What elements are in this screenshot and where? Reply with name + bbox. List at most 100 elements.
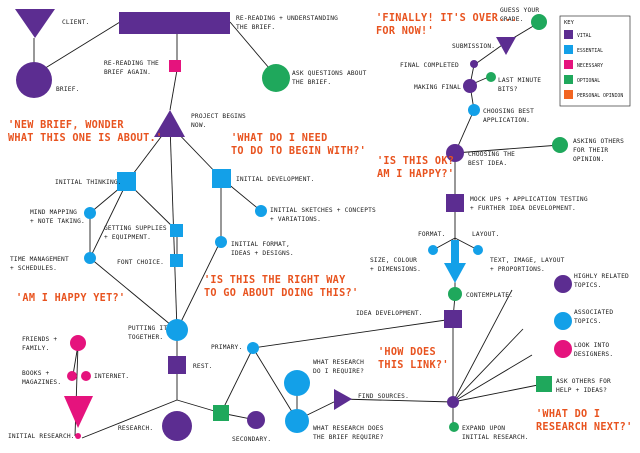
label-what-research-require-2: DO I REQUIRE? <box>313 368 364 375</box>
what-research-brief-node[interactable] <box>285 409 309 433</box>
idea-development-node[interactable] <box>444 310 462 328</box>
label-getting-supplies-2: + EQUIPMENT. <box>104 234 151 241</box>
labels: CLIENT. BRIEF. RE-READING + UNDERSTANDIN… <box>8 7 629 443</box>
initial-sketches-node[interactable] <box>255 205 267 217</box>
legend-swatch-essential <box>564 45 573 54</box>
quote-what-research-next-1: 'WHAT DO I <box>536 409 600 420</box>
final-completed-node[interactable] <box>470 60 478 68</box>
rereading-node[interactable] <box>119 12 230 34</box>
submission-node[interactable] <box>496 37 516 55</box>
initial-research-point <box>75 433 81 439</box>
label-initial-development: INITIAL DEVELOPMENT. <box>236 176 315 183</box>
mockups-node[interactable] <box>446 194 464 212</box>
size-colour-node[interactable] <box>428 245 438 255</box>
rest-node[interactable] <box>168 356 186 374</box>
label-initial-research: INITIAL RESEARCH. <box>8 433 75 440</box>
asking-others-node[interactable] <box>552 137 568 153</box>
rereading-again-node[interactable] <box>169 60 181 72</box>
text-image-layout-node[interactable] <box>473 245 483 255</box>
label-highly-related-2: TOPICS. <box>574 282 601 289</box>
secondary-node[interactable] <box>247 411 265 429</box>
project-begins-node[interactable] <box>154 110 185 137</box>
find-sources-node[interactable] <box>334 389 352 410</box>
friends-family-node[interactable] <box>70 335 86 351</box>
mind-mapping-node[interactable] <box>84 207 96 219</box>
quote-right-way-1: 'IS THIS THE RIGHT WAY <box>204 275 346 286</box>
label-contemplate: CONTEMPLATE. <box>466 292 513 299</box>
books-magazines-node[interactable] <box>67 371 77 381</box>
quote-new-brief-1: 'NEW BRIEF, WONDER <box>8 120 124 131</box>
contemplate-node[interactable] <box>448 287 462 301</box>
choosing-best-idea-node[interactable] <box>446 144 464 162</box>
brief-node[interactable] <box>16 62 52 98</box>
quote-am-i-happy-yet: 'AM I HAPPY YET?' <box>16 293 125 304</box>
label-initial-thinking: INITIAL THINKING. <box>55 179 122 186</box>
internet-node[interactable] <box>81 371 91 381</box>
label-idea-development: IDEA DEVELOPMENT. <box>356 310 423 317</box>
label-asking-others-2: FOR THEIR <box>573 147 608 154</box>
label-text-image-layout-1: TEXT, IMAGE, LAYOUT <box>490 257 565 264</box>
label-expand-research-1: EXPAND UPON <box>462 425 505 432</box>
label-highly-related-1: HIGHLY RELATED <box>574 273 629 280</box>
label-choosing-best-idea-1: CHOOSING THE <box>468 151 515 158</box>
client-node[interactable] <box>15 9 55 38</box>
label-mockups-2: + FURTHER IDEA DEVELOPMENT. <box>470 205 576 212</box>
getting-supplies-node[interactable] <box>170 224 183 237</box>
nodes <box>15 9 572 441</box>
research-link-node[interactable] <box>213 405 229 421</box>
label-initial-format-1: INITIAL FORMAT, <box>231 241 290 248</box>
label-research: RESEARCH. <box>118 425 153 432</box>
label-layout: LAYOUT. <box>472 231 499 238</box>
choosing-application-node[interactable] <box>468 104 480 116</box>
legend-swatch-vital <box>564 30 573 39</box>
font-choice-node[interactable] <box>170 254 183 267</box>
ask-help-node[interactable] <box>536 376 552 392</box>
legend-label-essential: ESSENTIAL <box>577 48 603 54</box>
quote-is-this-ok-2: AM I HAPPY?' <box>377 169 454 180</box>
label-books-magazines-2: MAGAZINES. <box>22 379 61 386</box>
highly-related-node[interactable] <box>554 275 572 293</box>
label-asking-others-3: OPINION. <box>573 156 604 163</box>
quotes: 'NEW BRIEF, WONDER WHAT THIS ONE IS ABOU… <box>8 13 632 433</box>
legend-label-vital: VITAL <box>577 33 592 39</box>
label-initial-sketches-1: INITIAL SKETCHES + CONCEPTS <box>270 207 376 214</box>
label-mockups-1: MOCK UPS + APPLICATION TESTING <box>470 196 588 203</box>
label-internet: INTERNET. <box>94 373 129 380</box>
primary-node[interactable] <box>247 342 259 354</box>
initial-research-node[interactable] <box>64 396 93 428</box>
label-submission: SUBMISSION. <box>452 43 495 50</box>
quote-new-brief-2: WHAT THIS ONE IS ABOUT.' <box>8 133 162 144</box>
label-primary: PRIMARY. <box>211 344 242 351</box>
label-guess-grade-2: GRADE. <box>500 16 524 23</box>
label-rereading-again-2: BRIEF AGAIN. <box>104 69 151 76</box>
label-what-research-brief-1: WHAT RESEARCH DOES <box>313 425 384 432</box>
initial-development-node[interactable] <box>212 169 231 188</box>
guess-grade-node[interactable] <box>531 14 547 30</box>
legend-label-opinion: PERSONAL OPINION <box>577 93 623 99</box>
putting-together-node[interactable] <box>166 319 188 341</box>
initial-format-node[interactable] <box>215 236 227 248</box>
legend-swatch-optional <box>564 75 573 84</box>
quote-how-does-link-2: THIS LINK?' <box>378 360 449 371</box>
label-size-colour-2: + DIMENSIONS. <box>370 266 421 273</box>
look-designers-node[interactable] <box>554 340 572 358</box>
label-putting-together-1: PUTTING IT <box>128 325 167 332</box>
expand-research-node[interactable] <box>449 422 459 432</box>
legend-swatch-necessary <box>564 60 573 69</box>
label-associated-topics-1: ASSOCIATED <box>574 309 613 316</box>
label-time-management-2: + SCHEDULES. <box>10 265 57 272</box>
ask-questions-node[interactable] <box>262 64 290 92</box>
legend-label-optional: OPTIONAL <box>577 78 600 84</box>
what-research-require-node[interactable] <box>284 370 310 396</box>
research-hub-node[interactable] <box>447 396 459 408</box>
associated-topics-node[interactable] <box>554 312 572 330</box>
making-final-node[interactable] <box>463 79 477 93</box>
initial-thinking-node[interactable] <box>117 172 136 191</box>
label-ask-questions-2: THE BRIEF. <box>292 79 331 86</box>
research-node[interactable] <box>162 411 192 441</box>
last-minute-node[interactable] <box>486 72 496 82</box>
label-mind-mapping-2: + NOTE TAKING. <box>30 218 85 225</box>
idea-funnel-node[interactable] <box>444 263 466 283</box>
time-management-node[interactable] <box>84 252 96 264</box>
